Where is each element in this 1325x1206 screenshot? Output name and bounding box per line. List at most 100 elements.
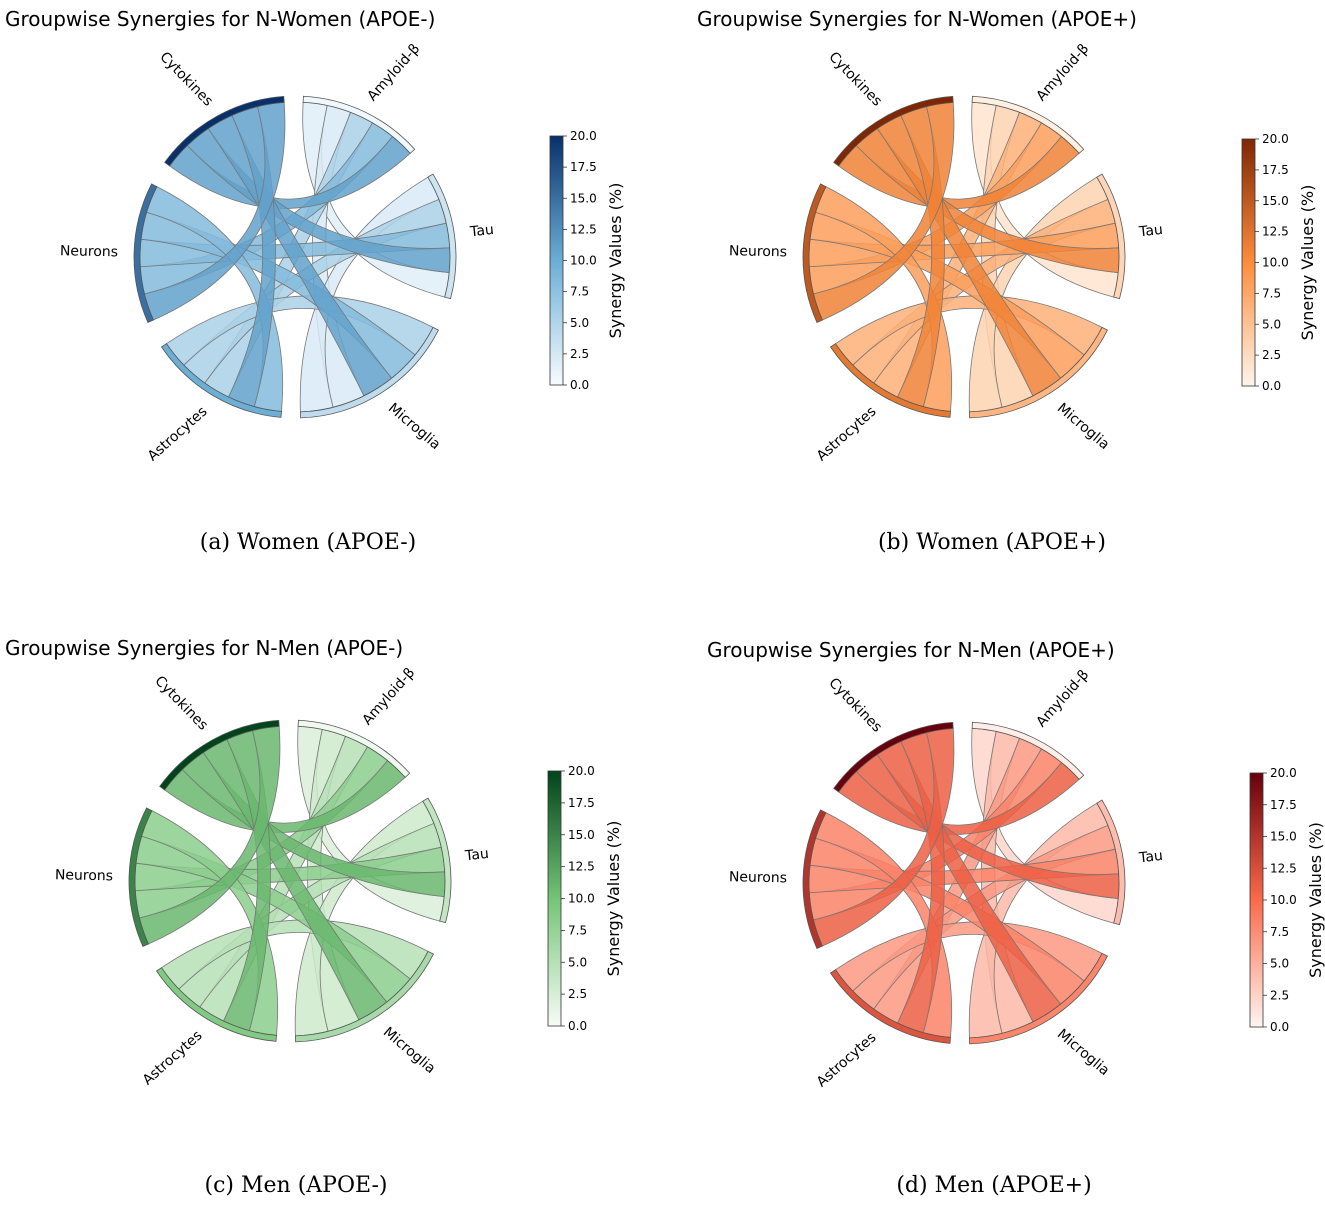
- group-label: Cytokines: [825, 49, 885, 110]
- group-arc-2: [294, 950, 434, 1043]
- colorbar: [1249, 772, 1264, 1028]
- chord-ribbons: [139, 101, 451, 413]
- group-label: Tau: [1137, 848, 1163, 866]
- colorbar-tick-label: 20.0: [568, 764, 595, 778]
- group-arc-2: [968, 952, 1108, 1045]
- group-label: Amyloid-β: [364, 41, 423, 104]
- group-arc-0: [971, 721, 1085, 780]
- chord-chart-b: Groupwise Synergies for N-Women (APOE+) A…: [697, 7, 1317, 465]
- colorbar-tick-label: 7.5: [570, 285, 589, 299]
- group-label: Amyloid-β: [1033, 41, 1092, 104]
- colorbar-label: Synergy Values (%): [606, 183, 625, 339]
- colorbar-tick-label: 12.5: [1262, 225, 1289, 239]
- group-label: Astrocytes: [814, 1030, 880, 1091]
- caption-b: (b) Women (APOE+): [877, 530, 1107, 555]
- group-arc-4: [133, 183, 158, 324]
- group-label: Tau: [468, 222, 494, 240]
- colorbar-label: Synergy Values (%): [1298, 185, 1317, 341]
- caption-d: (d) Men (APOE+): [896, 1173, 1092, 1198]
- colorbar-tick-label: 12.5: [1270, 861, 1297, 875]
- group-arc-5: [159, 719, 280, 791]
- group-arc-1: [1096, 173, 1126, 300]
- group-label: Microglia: [380, 1024, 438, 1077]
- chart-title: Groupwise Synergies for N-Men (APOE+): [707, 638, 1115, 662]
- group-arc-0: [971, 95, 1085, 154]
- chord-ribbons: [134, 725, 446, 1037]
- colorbar-tick-label: 7.5: [1262, 286, 1281, 300]
- colorbar-tick-label: 10.0: [568, 892, 595, 906]
- colorbar-tick-label: 12.5: [570, 222, 597, 236]
- group-arc-4: [128, 807, 153, 948]
- panel-a: Groupwise Synergies for N-Women (APOE-) A…: [0, 0, 662, 603]
- group-arc-3: [829, 343, 951, 418]
- group-label: Neurons: [60, 243, 118, 260]
- group-label: Microglia: [1054, 1026, 1112, 1079]
- colorbar-tick-label: 20.0: [570, 129, 597, 143]
- group-arc-3: [829, 969, 951, 1044]
- group-label: Astrocytes: [140, 1028, 206, 1089]
- group-label: Neurons: [55, 867, 113, 884]
- group-label: Microglia: [385, 400, 443, 453]
- group-arc-0: [302, 95, 416, 154]
- colorbar-tick-label: 15.0: [1270, 830, 1297, 844]
- colorbar-tick-label: 10.0: [570, 254, 597, 268]
- colorbar-tick-label: 7.5: [1270, 925, 1289, 939]
- group-arc-1: [427, 173, 457, 300]
- panel-b: Groupwise Synergies for N-Women (APOE+) A…: [662, 0, 1324, 603]
- colorbar-tick-label: 5.0: [570, 316, 589, 330]
- chart-title: Groupwise Synergies for N-Women (APOE+): [697, 7, 1137, 31]
- group-arc-5: [164, 95, 285, 167]
- colorbar: [549, 135, 564, 386]
- group-arc-4: [802, 183, 827, 324]
- group-label: Neurons: [729, 243, 787, 260]
- caption-c: (c) Men (APOE-): [204, 1173, 388, 1198]
- group-arc-1: [1096, 799, 1126, 926]
- colorbar-tick-label: 0.0: [1262, 379, 1281, 393]
- colorbar-tick-label: 0.0: [1270, 1020, 1289, 1034]
- chart-title: Groupwise Synergies for N-Women (APOE-): [5, 7, 435, 31]
- colorbar-tick-label: 17.5: [1262, 163, 1289, 177]
- group-label: Neurons: [729, 869, 787, 886]
- group-arc-2: [968, 326, 1108, 419]
- group-arc-5: [833, 721, 954, 793]
- group-label: Astrocytes: [814, 404, 880, 465]
- colorbar-tick-label: 2.5: [568, 987, 587, 1001]
- colorbar-tick-label: 15.0: [568, 828, 595, 842]
- colorbar-tick-label: 12.5: [568, 860, 595, 874]
- group-label: Cytokines: [825, 675, 885, 736]
- group-label: Amyloid-β: [1033, 667, 1092, 730]
- group-label: Microglia: [1054, 400, 1112, 453]
- colorbar-tick-label: 0.0: [570, 378, 589, 392]
- colorbar-tick-label: 17.5: [1270, 798, 1297, 812]
- colorbar-tick-label: 5.0: [1262, 317, 1281, 331]
- colorbar-tick-label: 2.5: [570, 347, 589, 361]
- colorbar-tick-label: 17.5: [568, 796, 595, 810]
- group-arc-2: [299, 326, 439, 419]
- group-label: Astrocytes: [145, 404, 211, 465]
- group-arc-4: [802, 809, 827, 950]
- colorbar-tick-label: 5.0: [1270, 957, 1289, 971]
- colorbar-label: Synergy Values (%): [1306, 822, 1325, 978]
- colorbar-tick-label: 10.0: [1270, 893, 1297, 907]
- colorbar-tick-label: 15.0: [1262, 194, 1289, 208]
- panel-c: Groupwise Synergies for N-Men (APOE-) Amy…: [0, 603, 662, 1206]
- chord-ribbons: [808, 101, 1120, 413]
- chart-title: Groupwise Synergies for N-Men (APOE-): [5, 636, 403, 660]
- group-arc-5: [833, 95, 954, 167]
- group-label: Tau: [1137, 222, 1163, 240]
- colorbar-tick-label: 17.5: [570, 160, 597, 174]
- group-arc-3: [155, 967, 277, 1042]
- group-label: Amyloid-β: [359, 665, 418, 728]
- colorbar: [1241, 138, 1256, 387]
- colorbar: [547, 770, 562, 1027]
- chord-chart-a: Groupwise Synergies for N-Women (APOE-) A…: [5, 7, 625, 465]
- caption-a: (a) Women (APOE-): [199, 530, 417, 555]
- chord-chart-c: Groupwise Synergies for N-Men (APOE-) Amy…: [5, 636, 623, 1089]
- chord-chart-d: Groupwise Synergies for N-Men (APOE+) Amy…: [707, 638, 1325, 1091]
- group-label: Tau: [463, 846, 489, 864]
- colorbar-tick-label: 10.0: [1262, 256, 1289, 270]
- group-arc-0: [297, 719, 411, 778]
- group-arc-1: [422, 797, 452, 924]
- colorbar-tick-label: 20.0: [1262, 132, 1289, 146]
- group-arc-3: [160, 343, 282, 418]
